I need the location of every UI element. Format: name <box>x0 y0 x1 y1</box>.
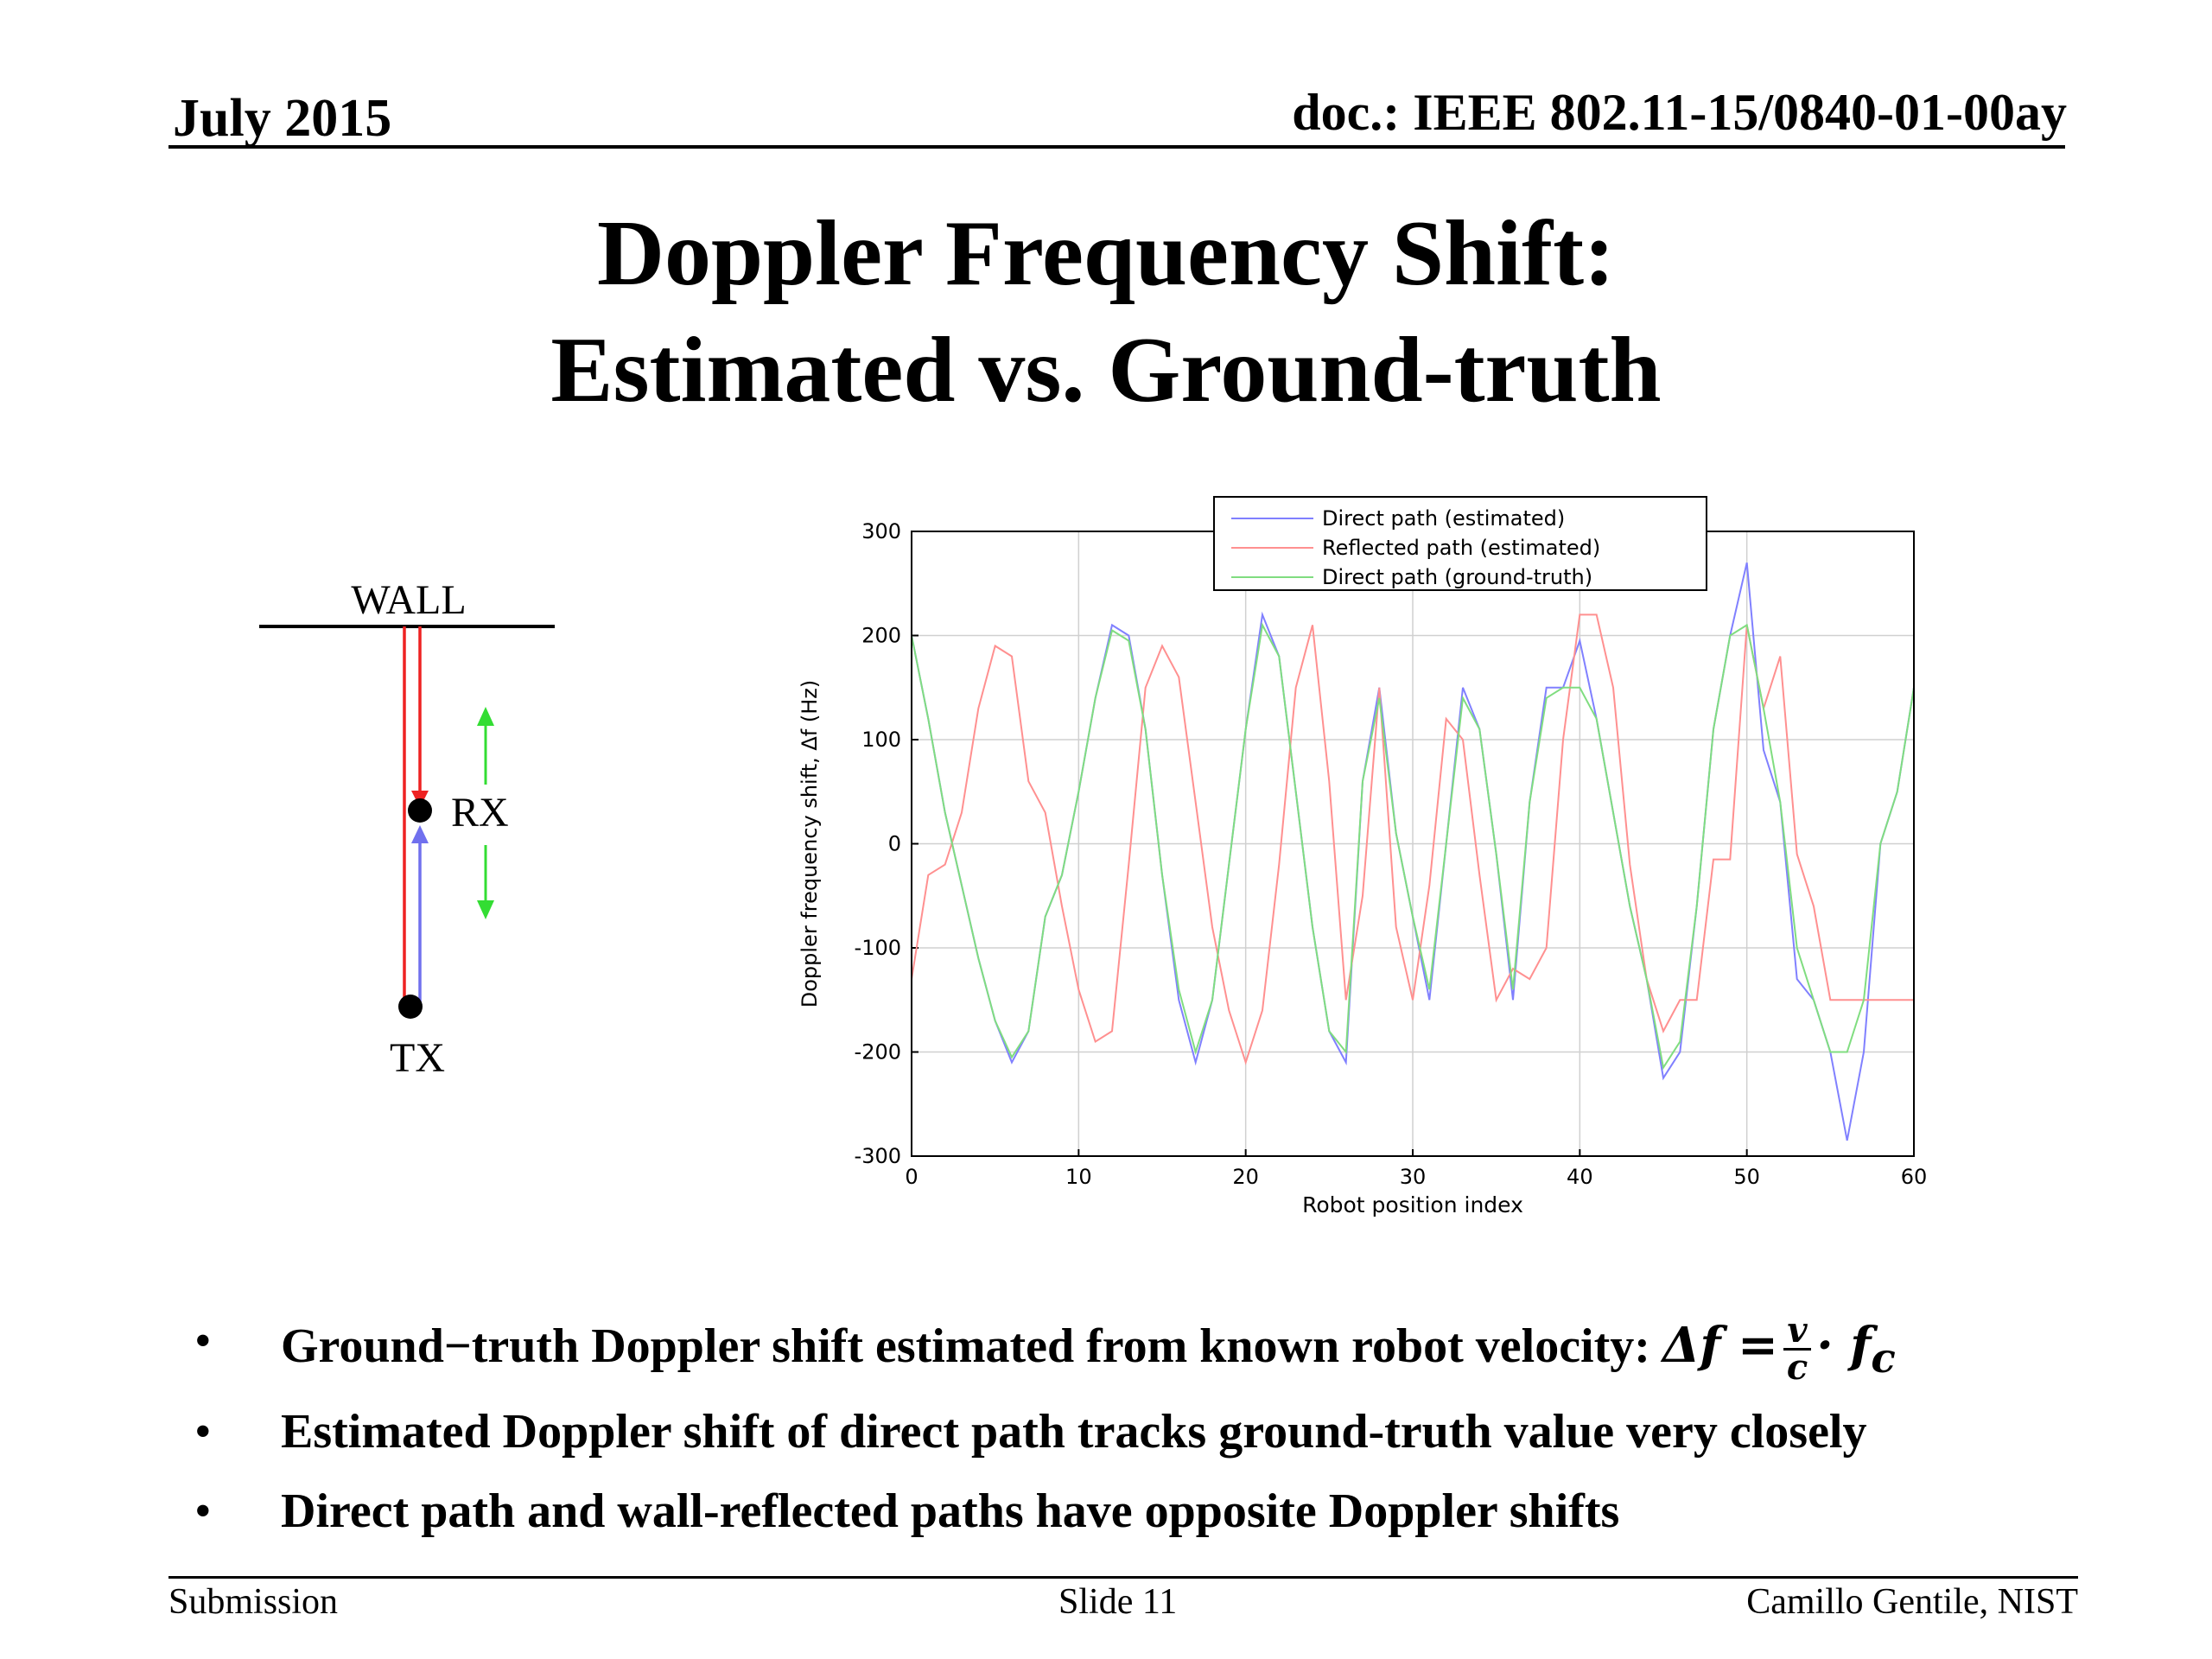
x-tick-label: 20 <box>1232 1165 1259 1189</box>
y-tick-label: -200 <box>855 1040 901 1065</box>
bullet-list: • Ground−truth Doppler shift estimated f… <box>194 1313 2139 1563</box>
chart-grid <box>911 531 1915 1157</box>
doppler-formula: Δf = v c · fc <box>1662 1313 1896 1385</box>
footer-author: Camillo Gentile, NIST <box>1746 1582 2078 1622</box>
wall-label: WALL <box>351 577 466 623</box>
bullet-text: Direct path and wall-reflected paths hav… <box>281 1484 1620 1538</box>
header-doc-id: doc.: IEEE 802.11-15/0840-01-00ay <box>1292 84 2067 141</box>
footer-submission: Submission <box>168 1582 339 1622</box>
y-tick-label: 300 <box>861 519 901 543</box>
y-tick-label: -300 <box>855 1144 901 1168</box>
x-tick-label: 10 <box>1065 1165 1092 1189</box>
wall-reflection-diagram: WALL RX TX <box>259 577 555 1081</box>
y-axis-label: Doppler frequency shift, Δf (Hz) <box>798 680 822 1008</box>
x-axis-label: Robot position index <box>1302 1192 1523 1217</box>
bullet-text-content: Ground−truth Doppler shift estimated fro… <box>281 1319 1662 1374</box>
tx-label: TX <box>390 1035 445 1081</box>
bullet-marker: • <box>194 1484 212 1538</box>
chart-ticks: 0 10 20 30 40 50 60 300 200 100 0 -100 -200 -300 <box>855 519 1928 1189</box>
y-tick-label: 200 <box>861 624 901 648</box>
tx-node <box>398 995 423 1019</box>
chart-legend: Direct path (estimated) Reflected path (e… <box>1213 496 1707 591</box>
y-tick-label: 0 <box>888 832 901 856</box>
formula-lhs: Δf = <box>1662 1317 1778 1375</box>
legend-box <box>1213 496 1707 591</box>
legend-label: Direct path (ground-truth) <box>1322 565 1592 589</box>
header-date: July 2015 <box>173 89 392 148</box>
formula-subscript: c <box>1871 1335 1896 1383</box>
y-tick-label: -100 <box>855 936 901 960</box>
formula-rhs: · f <box>1816 1317 1872 1375</box>
rx-label: RX <box>451 790 509 836</box>
bullet-marker: • <box>194 1314 212 1368</box>
legend-label: Reflected path (estimated) <box>1322 536 1600 560</box>
slide-title-line2: Estimated vs. Ground-truth <box>550 319 1662 422</box>
doppler-shift-chart: 0 10 20 30 40 50 60 300 200 100 0 -100 -200 -300 Robo… <box>798 496 1928 1217</box>
x-tick-label: 30 <box>1400 1165 1427 1189</box>
direct-arrowhead <box>411 825 429 843</box>
footer-slide-number: Slide 11 <box>1058 1582 1178 1622</box>
x-tick-label: 60 <box>1901 1165 1928 1189</box>
bullet-marker: • <box>194 1405 212 1459</box>
header-rule <box>168 145 2065 149</box>
footer-rule <box>168 1576 2078 1579</box>
rx-node <box>408 798 432 823</box>
slide-title-line1: Doppler Frequency Shift: <box>596 202 1616 305</box>
x-tick-label: 40 <box>1567 1165 1593 1189</box>
x-tick-label: 50 <box>1733 1165 1760 1189</box>
series-line-3 <box>911 622 1915 1071</box>
formula-denominator: c <box>1786 1347 1808 1388</box>
y-tick-label: 100 <box>861 728 901 752</box>
chart-series <box>911 562 1915 1141</box>
x-tick-label: 0 <box>905 1165 918 1189</box>
formula-numerator: v <box>1783 1313 1812 1351</box>
legend-label: Direct path (estimated) <box>1322 506 1565 531</box>
bullet-item: • Estimated Doppler shift of direct path… <box>194 1404 2139 1484</box>
bullet-text: Estimated Doppler shift of direct path t… <box>281 1405 1867 1459</box>
bullet-item: • Direct path and wall-reflected paths h… <box>194 1484 2139 1563</box>
motion-arrowhead-up <box>477 707 494 726</box>
motion-arrowhead-down <box>477 900 494 919</box>
bullet-item: • Ground−truth Doppler shift estimated f… <box>194 1313 2139 1404</box>
bullet-text: Ground−truth Doppler shift estimated fro… <box>281 1313 1896 1385</box>
